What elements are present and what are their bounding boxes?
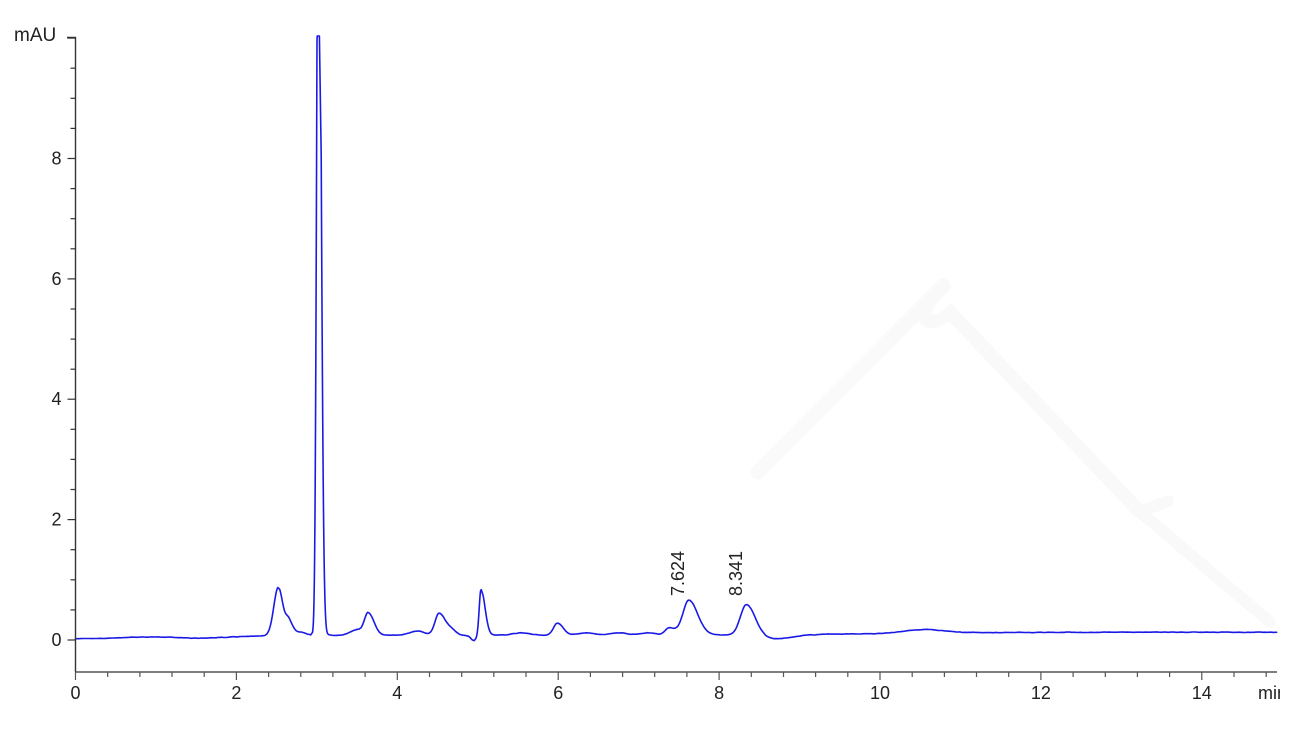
svg-text:0: 0	[70, 683, 80, 703]
svg-text:8: 8	[714, 683, 724, 703]
svg-text:8: 8	[51, 149, 61, 169]
svg-text:7.624: 7.624	[668, 551, 688, 596]
svg-text:6: 6	[51, 269, 61, 289]
svg-text:4: 4	[51, 389, 61, 409]
svg-text:12: 12	[1031, 683, 1051, 703]
svg-text:2: 2	[231, 683, 241, 703]
svg-text:6: 6	[553, 683, 563, 703]
svg-text:mAU: mAU	[14, 25, 56, 46]
svg-text:2: 2	[51, 510, 61, 530]
svg-text:14: 14	[1192, 683, 1212, 703]
svg-text:0: 0	[51, 630, 61, 650]
svg-text:10: 10	[870, 683, 890, 703]
svg-text:4: 4	[392, 683, 402, 703]
svg-text:8.341: 8.341	[726, 551, 746, 596]
